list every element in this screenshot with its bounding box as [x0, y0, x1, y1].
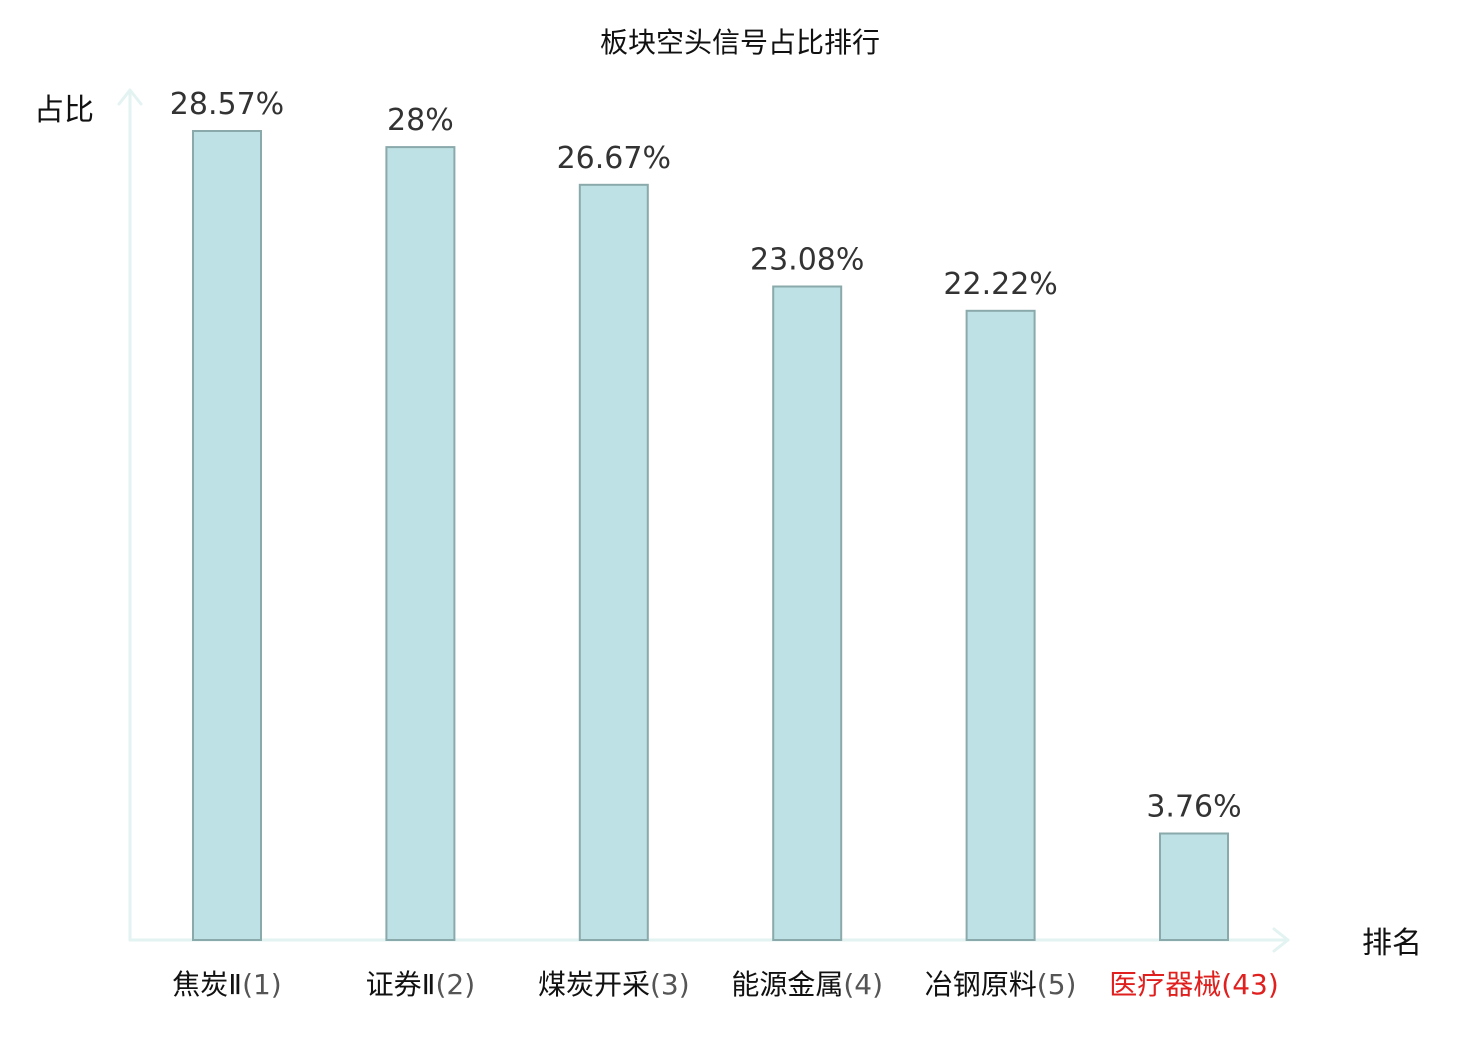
- bar: [965, 309, 1036, 941]
- x-axis-label: 排名: [1362, 926, 1422, 961]
- bar: [385, 146, 456, 942]
- category-name: 煤炭开采: [538, 968, 650, 1001]
- category-name: 焦炭Ⅱ: [172, 968, 242, 1001]
- category-rank: (43): [1221, 968, 1278, 1001]
- category-labels-group: 焦炭Ⅱ(1) 证券Ⅱ(2) 煤炭开采(3) 能源金属(4) 冶钢原料(5) 医疗器械(43…: [172, 968, 1278, 1001]
- bars-group: [192, 130, 1229, 942]
- category-name: 证券Ⅱ: [366, 968, 436, 1001]
- chart-title: 板块空头信号占比排行: [600, 26, 880, 59]
- category-name: 冶钢原料: [925, 968, 1037, 1001]
- bar-value-label: 3.76%: [1146, 790, 1241, 825]
- category-tick-label: 焦炭Ⅱ(1): [172, 968, 281, 1001]
- category-name: 能源金属: [731, 968, 843, 1001]
- category-rank: (5): [1037, 968, 1077, 1001]
- category-rank: (1): [242, 968, 282, 1001]
- category-tick-label: 医疗器械(43): [1109, 968, 1279, 1001]
- y-axis-label: 占比: [34, 93, 94, 128]
- bar: [772, 285, 843, 941]
- value-labels-group: 28.57% 28% 26.67% 23.08% 22.22% 3.76%: [170, 87, 1242, 825]
- y-axis-arrow: [117, 88, 143, 106]
- bar-value-label: 23.08%: [750, 243, 864, 278]
- category-tick-label: 冶钢原料(5): [925, 968, 1077, 1001]
- category-rank: (4): [843, 968, 883, 1001]
- bar: [578, 183, 649, 942]
- category-tick-label: 证券Ⅱ(2): [366, 968, 475, 1001]
- category-tick-label: 能源金属(4): [731, 968, 883, 1001]
- bar-value-label: 28.57%: [170, 87, 284, 122]
- bar: [1159, 832, 1229, 941]
- axes: [117, 88, 1290, 953]
- category-rank: (3): [650, 968, 690, 1001]
- bar: [192, 130, 262, 941]
- bar-value-label: 28%: [387, 103, 454, 138]
- bar-value-label: 26.67%: [557, 141, 671, 176]
- bar-value-label: 22.22%: [943, 267, 1057, 302]
- category-name: 医疗器械: [1109, 968, 1221, 1001]
- x-axis-arrow: [1272, 927, 1290, 953]
- category-tick-label: 煤炭开采(3): [538, 968, 690, 1001]
- category-rank: (2): [435, 968, 475, 1001]
